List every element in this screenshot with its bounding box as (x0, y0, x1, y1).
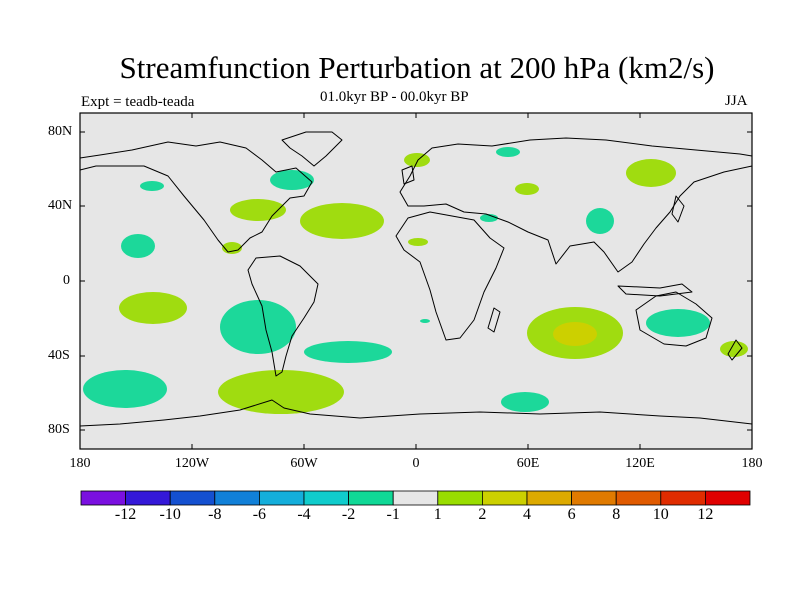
pos-anomaly-spac-mid (119, 292, 187, 324)
neg-anomaly-hawaii (121, 234, 155, 258)
colorbar-box (258, 490, 305, 506)
lon-label-0: 0 (412, 456, 420, 471)
colorbar-box (660, 490, 706, 506)
neg-anomaly-peru (220, 300, 296, 354)
coast-japan (671, 195, 685, 223)
colorbar-box (705, 490, 751, 506)
pos-anomaly-scandinavia (404, 153, 430, 167)
plot-subtitle: 01.0kyr BP - 00.0kyr BP (320, 89, 469, 105)
colorbar-label: 10 (652, 506, 669, 523)
colorbar-label: 1 (433, 506, 442, 523)
lat-label-80s: 80S (48, 422, 70, 437)
lon-label-120w: 120W (174, 456, 210, 471)
colorbar-box (348, 490, 394, 506)
colorbar-box (214, 490, 260, 506)
coast-new-zealand (727, 339, 743, 361)
pos-anomaly-nz (720, 341, 748, 357)
pos-anomaly-drake (218, 370, 344, 414)
coast-north-america (79, 141, 313, 253)
lat-label-40s: 40S (48, 348, 70, 363)
lat-label-80n: 80N (48, 124, 73, 139)
lat-label-40n: 40N (48, 198, 73, 213)
colorbar-box (481, 490, 528, 506)
pos-anomaly-sahara (408, 238, 428, 246)
neg-anomaly-tibet (586, 208, 614, 234)
pos-anomaly-indian-ocean-core (553, 322, 597, 346)
coast-indonesia (617, 283, 693, 297)
colorbar-label: 6 (567, 506, 576, 523)
colorbar-label: -6 (252, 506, 267, 523)
coast-south-america (247, 255, 319, 377)
coast-australia (635, 291, 713, 347)
pos-anomaly-caspian (515, 183, 539, 195)
lon-label-180w: 180 (69, 456, 91, 471)
lon-label-120e: 120E (625, 456, 655, 471)
colorbar-box (615, 490, 662, 506)
neg-anomaly-kara (496, 147, 520, 157)
coast-antarctica (79, 399, 753, 427)
colorbar-label: 4 (523, 506, 531, 523)
lon-ticks (79, 113, 753, 449)
neg-anomaly-sio (501, 392, 549, 412)
lon-label-180e: 180 (741, 456, 763, 471)
colorbar-label: -4 (297, 506, 311, 523)
coast-greenland (281, 131, 343, 167)
colorbar-box (437, 490, 483, 506)
coastlines (79, 131, 753, 427)
coast-madagascar (487, 307, 501, 333)
colorbar-box (526, 490, 572, 506)
neg-anomaly-satl (304, 341, 392, 363)
negative-anomaly-regions (83, 147, 710, 412)
colorbar-label: -2 (341, 506, 356, 523)
colorbar-label: -10 (159, 506, 181, 523)
coast-eurasia (399, 137, 753, 273)
colorbar-label: -12 (114, 506, 137, 523)
neg-anomaly-angola (420, 319, 430, 323)
lat-ticks (80, 131, 752, 431)
neg-anomaly-mideast (480, 214, 498, 222)
colorbar-box (303, 490, 349, 506)
colorbar-box (125, 490, 171, 506)
lon-label-60w: 60W (290, 456, 318, 471)
colorbar-box (392, 490, 439, 506)
colorbar (80, 490, 751, 506)
lat-label-0: 0 (63, 273, 70, 288)
season-label: JJA (725, 93, 748, 109)
colorbar-label: 12 (697, 506, 714, 523)
positive-anomaly-regions (119, 153, 748, 414)
colorbar-label: -8 (208, 506, 222, 523)
neg-anomaly-npac-small (140, 181, 164, 191)
colorbar-label: 2 (478, 506, 487, 523)
colorbar-label: -1 (386, 506, 400, 523)
coast-uk (401, 165, 415, 185)
colorbar-box (571, 490, 617, 506)
neg-anomaly-australia (646, 309, 710, 337)
plot-title: Streamfunction Perturbation at 200 hPa (… (119, 50, 715, 85)
pos-anomaly-natl (300, 203, 384, 239)
coast-africa (395, 211, 505, 341)
pos-anomaly-siberia (626, 159, 676, 187)
neg-anomaly-hudson (270, 170, 314, 190)
colorbar-box (169, 490, 216, 506)
colorbar-label: 8 (612, 506, 621, 523)
colorbar-box (80, 490, 126, 506)
experiment-label: Expt = teadb-teada (81, 94, 195, 110)
neg-anomaly-spac (83, 370, 167, 408)
lon-label-60e: 60E (516, 456, 540, 471)
